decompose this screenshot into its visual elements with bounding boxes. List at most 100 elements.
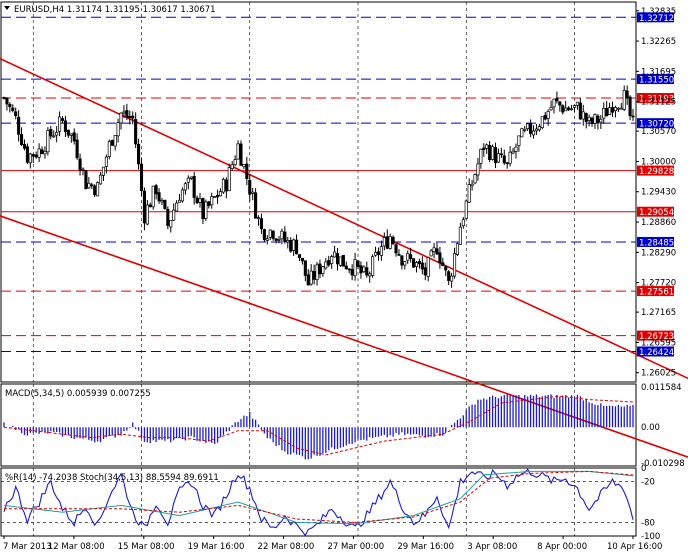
candle[interactable] [254,188,258,219]
candle[interactable] [488,141,492,163]
candle[interactable] [134,112,138,149]
candle[interactable] [444,265,448,277]
candle[interactable] [373,246,378,257]
candle[interactable] [186,175,190,190]
candle[interactable] [306,269,310,286]
candle[interactable] [55,126,59,143]
candle[interactable] [543,111,547,121]
candle[interactable] [195,195,199,204]
candle[interactable] [476,157,480,181]
candle[interactable] [458,222,462,245]
candle[interactable] [602,102,606,124]
candle[interactable] [268,229,272,240]
candle[interactable] [107,139,111,160]
candle[interactable] [207,200,211,209]
candle[interactable] [531,125,536,139]
candle[interactable] [470,179,474,191]
candle[interactable] [417,258,421,269]
candle[interactable] [37,143,41,163]
candle[interactable] [63,115,67,138]
candle[interactable] [116,118,120,143]
candle[interactable] [309,264,313,286]
candle[interactable] [81,167,85,176]
candle[interactable] [333,245,337,258]
candle[interactable] [210,192,214,209]
candle[interactable] [245,156,249,186]
candle[interactable] [324,258,328,270]
candle[interactable] [169,219,173,233]
candle[interactable] [166,206,170,230]
candle[interactable] [163,199,167,210]
candle[interactable] [98,172,103,185]
candle[interactable] [610,101,615,117]
candle[interactable] [49,125,53,140]
candle[interactable] [599,115,603,130]
candle[interactable] [406,250,410,264]
candle[interactable] [177,193,182,203]
candle[interactable] [359,261,363,279]
candle[interactable] [259,213,264,235]
candle[interactable] [321,265,325,277]
candle[interactable] [46,127,50,156]
candle[interactable] [619,102,623,110]
candle[interactable] [578,97,582,120]
candle[interactable] [300,257,304,265]
candle[interactable] [145,199,149,226]
candle[interactable] [590,116,594,127]
candle[interactable] [248,173,252,202]
candle[interactable] [376,247,381,261]
candle[interactable] [233,155,237,167]
candle[interactable] [561,104,565,115]
candle[interactable] [514,143,518,159]
trendline[interactable] [0,212,688,458]
candle[interactable] [265,235,269,245]
candle[interactable] [239,140,243,166]
candle[interactable] [198,192,202,208]
candle[interactable] [110,139,114,146]
candle[interactable] [277,235,281,244]
candle[interactable] [461,217,465,229]
candle[interactable] [438,246,442,269]
candle[interactable] [631,108,635,122]
candle[interactable] [344,261,348,270]
candle[interactable] [622,85,626,112]
candle[interactable] [242,163,246,169]
candle[interactable] [189,176,193,181]
candle[interactable] [467,178,471,203]
candle[interactable] [523,125,527,133]
candle[interactable] [289,237,293,253]
candle[interactable] [347,268,351,274]
candle[interactable] [154,183,158,200]
candle[interactable] [128,110,132,125]
candle[interactable] [403,261,407,270]
candle[interactable] [292,238,296,256]
candle[interactable] [429,248,433,257]
candle[interactable] [341,254,345,267]
candle[interactable] [482,143,486,157]
candle[interactable] [160,197,164,206]
candle[interactable] [34,151,38,159]
candle[interactable] [93,184,97,197]
candle[interactable] [581,104,585,126]
candle[interactable] [520,127,524,138]
candle[interactable] [66,129,70,138]
candle[interactable] [414,261,419,273]
candle[interactable] [587,114,591,127]
candle[interactable] [546,109,550,126]
candle[interactable] [20,127,24,146]
candle[interactable] [555,91,559,104]
candle[interactable] [534,124,539,135]
candle[interactable] [312,264,316,285]
candle[interactable] [137,138,141,170]
candle[interactable] [175,200,179,212]
candle[interactable] [72,128,76,145]
candle[interactable] [218,188,223,197]
candle[interactable] [605,101,609,117]
candle[interactable] [216,189,220,204]
candle[interactable] [412,258,416,269]
candle[interactable] [119,112,123,130]
candle[interactable] [491,144,495,161]
candle[interactable] [564,100,568,112]
